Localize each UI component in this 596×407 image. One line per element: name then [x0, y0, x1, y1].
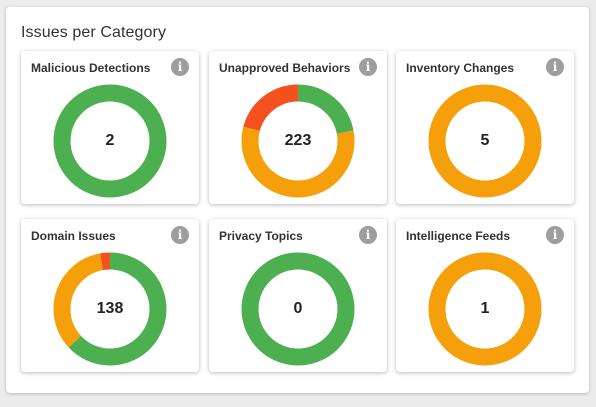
donut-value: 0	[293, 300, 303, 317]
donut-chart: 1	[426, 250, 544, 368]
card-privacy-topics[interactable]: Privacy Topics i 0	[209, 219, 387, 372]
donut-chart: 0	[239, 250, 357, 368]
donut-chart: 138	[51, 250, 169, 368]
info-icon[interactable]: i	[359, 58, 377, 76]
card-unapproved-behaviors[interactable]: Unapproved Behaviors i 223	[209, 51, 387, 204]
donut-segment-0	[241, 252, 355, 366]
card-title: Unapproved Behaviors	[219, 61, 351, 75]
card-domain-issues[interactable]: Domain Issues i 138	[21, 219, 199, 372]
donut-chart: 2	[51, 82, 169, 200]
info-icon[interactable]: i	[546, 58, 564, 76]
donut-segment-1	[53, 252, 167, 366]
donut-segment-2	[53, 252, 167, 366]
donut-chart: 223	[239, 82, 357, 200]
card-intelligence-feeds[interactable]: Intelligence Feeds i 1	[396, 219, 574, 372]
donut-segment-1	[241, 84, 355, 198]
card-title: Domain Issues	[31, 229, 116, 243]
donut-svg	[53, 84, 167, 198]
info-icon[interactable]: i	[171, 58, 189, 76]
card-inventory-changes[interactable]: Inventory Changes i 5	[396, 51, 574, 204]
donut-value: 138	[96, 300, 124, 317]
donut-svg	[241, 84, 355, 198]
donut-svg	[241, 252, 355, 366]
donut-segment-0	[53, 84, 167, 198]
donut-segment-0	[428, 84, 542, 198]
info-icon[interactable]: i	[171, 226, 189, 244]
donut-value: 5	[480, 132, 490, 149]
issues-per-category-panel: Issues per Category Malicious Detections…	[6, 7, 589, 393]
panel-title: Issues per Category	[21, 24, 167, 41]
card-title: Inventory Changes	[406, 61, 515, 75]
donut-chart: 5	[426, 82, 544, 200]
card-title: Intelligence Feeds	[406, 229, 511, 243]
card-malicious-detections[interactable]: Malicious Detections i 2	[21, 51, 199, 204]
info-icon[interactable]: i	[359, 226, 377, 244]
card-title: Privacy Topics	[219, 229, 303, 243]
info-icon[interactable]: i	[546, 226, 564, 244]
donut-svg	[53, 252, 167, 366]
donut-svg	[428, 252, 542, 366]
donut-value: 223	[284, 132, 312, 149]
donut-svg	[428, 84, 542, 198]
donut-segment-0	[428, 252, 542, 366]
card-title: Malicious Detections	[31, 61, 151, 75]
donut-segment-2	[241, 84, 355, 198]
donut-value: 1	[480, 300, 490, 317]
donut-value: 2	[105, 132, 115, 149]
